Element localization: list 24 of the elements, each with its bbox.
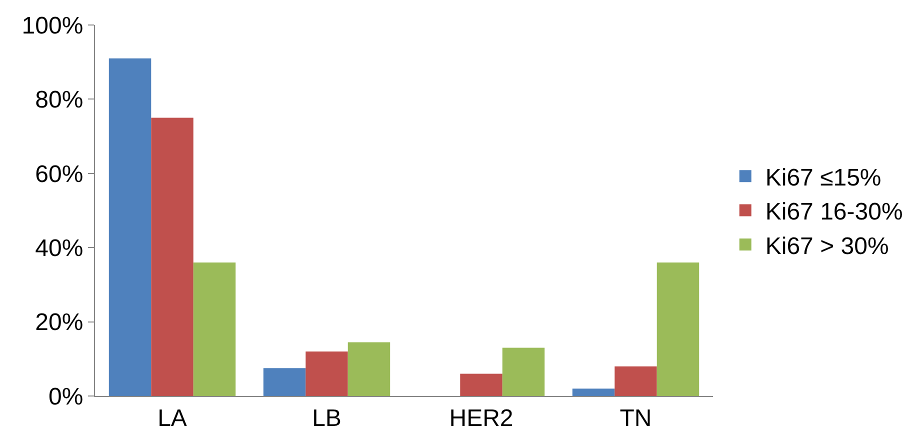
x-tick-label: TN <box>620 404 652 432</box>
x-tick-label: LA <box>158 404 187 432</box>
x-tick-label: LB <box>312 404 342 432</box>
bar <box>348 342 390 396</box>
y-tick-label: 100% <box>22 12 84 40</box>
x-tick-label: HER2 <box>449 404 514 432</box>
y-tick-label: 40% <box>35 235 84 262</box>
bar <box>614 366 657 396</box>
bar <box>460 374 502 396</box>
bar <box>502 348 545 396</box>
y-tick-label: 60% <box>35 160 84 188</box>
bar <box>572 388 615 396</box>
legend-label: Ki67 > 30% <box>765 232 889 260</box>
bar <box>306 351 348 396</box>
y-tick-label: 20% <box>35 309 84 336</box>
y-tick-label: 80% <box>35 86 84 114</box>
bar <box>193 262 236 396</box>
legend-label: Ki67 16-30% <box>765 198 903 226</box>
y-tick-label: 0% <box>48 383 84 410</box>
legend-label: Ki67 ≤15% <box>765 164 882 192</box>
bar <box>108 58 152 396</box>
bar <box>263 368 306 396</box>
bar <box>656 262 700 396</box>
bar <box>151 118 194 396</box>
